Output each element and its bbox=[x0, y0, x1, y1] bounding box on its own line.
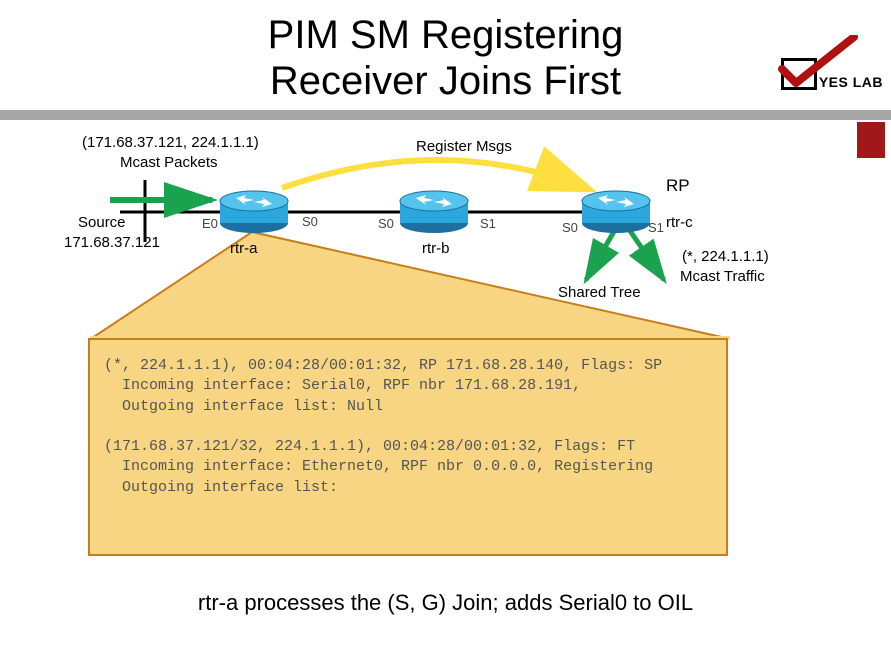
mroute-table-text: (*, 224.1.1.1), 00:04:28/00:01:32, RP 17… bbox=[104, 356, 712, 498]
yes-lab-logo: YES LAB bbox=[781, 58, 883, 90]
s1-label-1: S1 bbox=[480, 216, 496, 231]
s0-label-1: S0 bbox=[302, 214, 318, 229]
rtr-c-label: rtr-c bbox=[666, 214, 693, 231]
gray-divider bbox=[0, 110, 891, 120]
checkmark-icon bbox=[778, 35, 858, 89]
shared-tree-label: Shared Tree bbox=[558, 284, 641, 301]
network-diagram: (171.68.37.121, 224.1.1.1) Mcast Packets… bbox=[0, 120, 891, 630]
router-a-icon bbox=[218, 190, 290, 234]
title-line1: PIM SM Registering bbox=[268, 13, 624, 57]
rtr-a-label: rtr-a bbox=[230, 240, 258, 257]
mroute-table-callout: (*, 224.1.1.1), 00:04:28/00:01:32, RP 17… bbox=[88, 338, 728, 556]
star-g-label: (*, 224.1.1.1) bbox=[682, 248, 769, 265]
source-label: Source bbox=[78, 214, 126, 231]
pkt-tuple-label: (171.68.37.121, 224.1.1.1) bbox=[82, 134, 259, 151]
s1-label-2: S1 bbox=[648, 220, 664, 235]
source-ip-label: 171.68.37.121 bbox=[64, 234, 160, 251]
s0-label-2: S0 bbox=[378, 216, 394, 231]
e0-label: E0 bbox=[202, 216, 218, 231]
mcast-traffic-label: Mcast Traffic bbox=[680, 268, 765, 285]
router-c-icon bbox=[580, 190, 652, 234]
rtr-b-label: rtr-b bbox=[422, 240, 450, 257]
title-line2: Receiver Joins First bbox=[270, 59, 621, 103]
register-msgs-label: Register Msgs bbox=[416, 138, 512, 155]
s0-label-3: S0 bbox=[562, 220, 578, 235]
rp-label: RP bbox=[666, 176, 690, 196]
router-b-icon bbox=[398, 190, 470, 234]
bottom-caption: rtr-a processes the (S, G) Join; adds Se… bbox=[0, 590, 891, 616]
mcast-packets-label: Mcast Packets bbox=[120, 154, 218, 171]
